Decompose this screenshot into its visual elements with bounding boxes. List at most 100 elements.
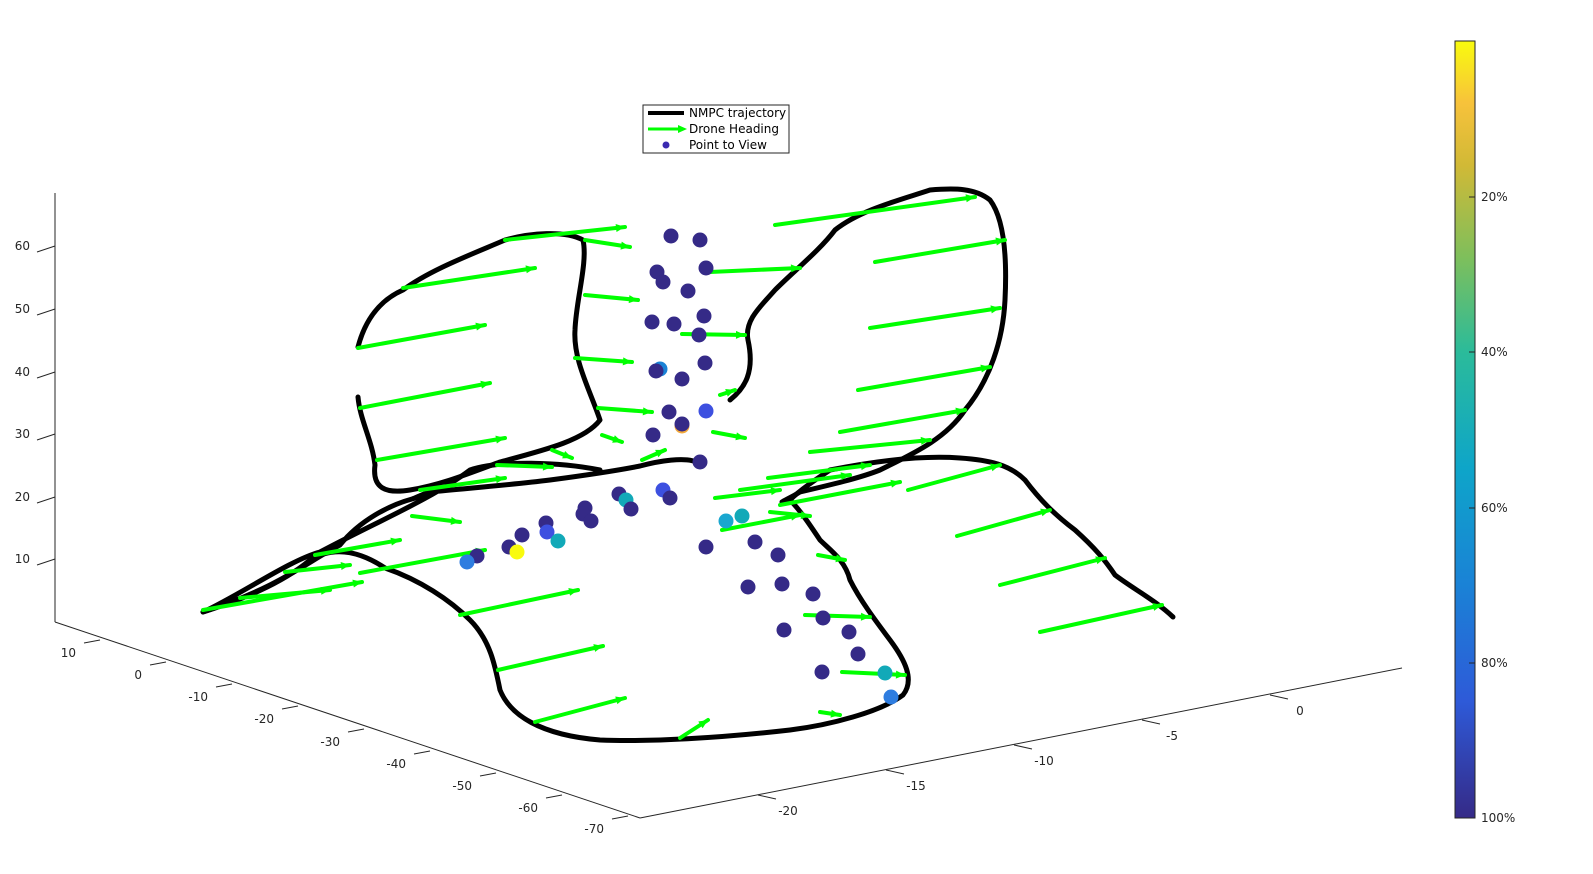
heading-arrow — [503, 223, 627, 242]
point-to-view-marker — [877, 665, 893, 681]
heading-arrow — [596, 406, 654, 416]
point-to-view-marker — [776, 622, 792, 638]
point-to-view-marker — [666, 316, 682, 332]
heading-arrow — [708, 264, 802, 274]
x-axis-line — [639, 667, 1403, 819]
point-to-view-marker — [815, 610, 831, 626]
heading-arrow — [680, 330, 747, 339]
heading-arrow — [766, 462, 872, 480]
heading-arrow — [873, 237, 1007, 264]
point-to-view-marker — [645, 427, 661, 443]
point-to-view-marker — [698, 403, 714, 419]
y-tick-mark — [281, 705, 299, 710]
legend-heading-arrowhead — [678, 125, 687, 133]
x-tick-label: 0 — [1296, 704, 1304, 718]
heading-arrow — [1038, 603, 1164, 634]
heading-arrow — [840, 670, 907, 679]
y-tick-mark — [545, 794, 563, 799]
point-to-view-marker — [774, 576, 790, 592]
y-tick-label: -10 — [188, 690, 208, 704]
z-tick-label: 20 — [15, 490, 30, 504]
point-to-view-marker — [459, 554, 475, 570]
y-tick-mark — [413, 750, 431, 755]
y-tick-label: -20 — [254, 712, 274, 726]
drone-heading-arrows — [201, 194, 1164, 740]
point-to-view-marker — [698, 539, 714, 555]
point-to-view-marker — [661, 404, 677, 420]
colorbar-tick-label: 60% — [1481, 501, 1508, 515]
z-tick-label: 40 — [15, 365, 30, 379]
y-tick-mark — [347, 728, 365, 733]
heading-arrow — [955, 508, 1052, 538]
z-tick-label: 10 — [15, 552, 30, 566]
legend: NMPC trajectory Drone Heading Point to V… — [642, 104, 790, 154]
y-tick-mark — [215, 683, 233, 688]
y-tick-label: -60 — [518, 801, 538, 815]
point-to-view-marker — [740, 579, 756, 595]
colorbar-tick-label: 20% — [1481, 190, 1508, 204]
heading-arrow — [818, 709, 842, 718]
point-to-view-marker — [691, 327, 707, 343]
heading-arrow — [906, 463, 1002, 492]
z-tick-mark — [36, 496, 56, 504]
point-to-view-marker — [814, 664, 830, 680]
colorbar-tick-label: 40% — [1481, 345, 1508, 359]
heading-arrow — [718, 388, 737, 397]
x-tick-mark — [1141, 719, 1161, 725]
points-to-view — [459, 228, 899, 705]
heading-arrow — [711, 430, 747, 441]
y-tick-label: 0 — [134, 668, 142, 682]
point-to-view-marker — [718, 513, 734, 529]
heading-arrow — [356, 322, 487, 350]
point-to-view-marker — [662, 490, 678, 506]
point-to-view-marker — [680, 283, 696, 299]
heading-arrow — [713, 487, 782, 500]
heading-arrow — [856, 364, 992, 392]
x-tick-label: -20 — [778, 804, 798, 818]
axis-ticks: 102030405060100-10-20-30-40-50-60-70-20-… — [15, 239, 1304, 836]
heading-arrow — [458, 587, 580, 617]
colorbar-tick-label: 80% — [1481, 656, 1508, 670]
heading-arrow — [573, 356, 634, 366]
colorbar-gradient — [1454, 40, 1476, 819]
point-to-view-marker — [883, 689, 899, 705]
point-to-view-marker — [663, 228, 679, 244]
trajectory-upper-right-loop — [200, 457, 703, 615]
y-tick-label: 10 — [61, 646, 76, 660]
heading-arrow — [583, 293, 640, 304]
heading-arrow — [238, 586, 332, 600]
z-tick-mark — [36, 371, 56, 379]
heading-arrow — [533, 696, 627, 724]
heading-arrow — [773, 194, 977, 227]
trajectory-upper-right-wing — [727, 186, 1009, 505]
trajectory-upper-left-loop — [355, 231, 603, 494]
legend-label-heading: Drone Heading — [689, 122, 779, 136]
x-tick-label: -5 — [1166, 729, 1178, 743]
z-tick-label: 30 — [15, 427, 30, 441]
point-to-view-marker — [514, 527, 530, 543]
z-tick-label: 50 — [15, 302, 30, 316]
point-to-view-marker — [841, 624, 857, 640]
y-tick-label: -70 — [584, 822, 604, 836]
point-to-view-marker — [692, 454, 708, 470]
point-to-view-marker — [583, 513, 599, 529]
point-to-view-marker — [805, 586, 821, 602]
heading-arrow — [816, 553, 847, 563]
heading-arrow — [401, 265, 537, 290]
y-tick-mark — [149, 661, 167, 666]
point-to-view-marker — [696, 308, 712, 324]
heading-arrow — [496, 644, 605, 672]
point-to-view-marker — [550, 533, 566, 549]
heading-arrow — [768, 510, 812, 520]
point-to-view-marker — [770, 547, 786, 563]
point-to-view-marker — [623, 501, 639, 517]
axes-lines — [54, 193, 1403, 819]
heading-arrow — [868, 305, 1002, 330]
z-tick-mark — [36, 558, 56, 566]
y-tick-mark — [83, 639, 101, 644]
x-tick-mark — [1269, 694, 1289, 700]
point-to-view-marker — [674, 416, 690, 432]
point-to-view-marker — [698, 260, 714, 276]
heading-arrow — [600, 433, 624, 444]
